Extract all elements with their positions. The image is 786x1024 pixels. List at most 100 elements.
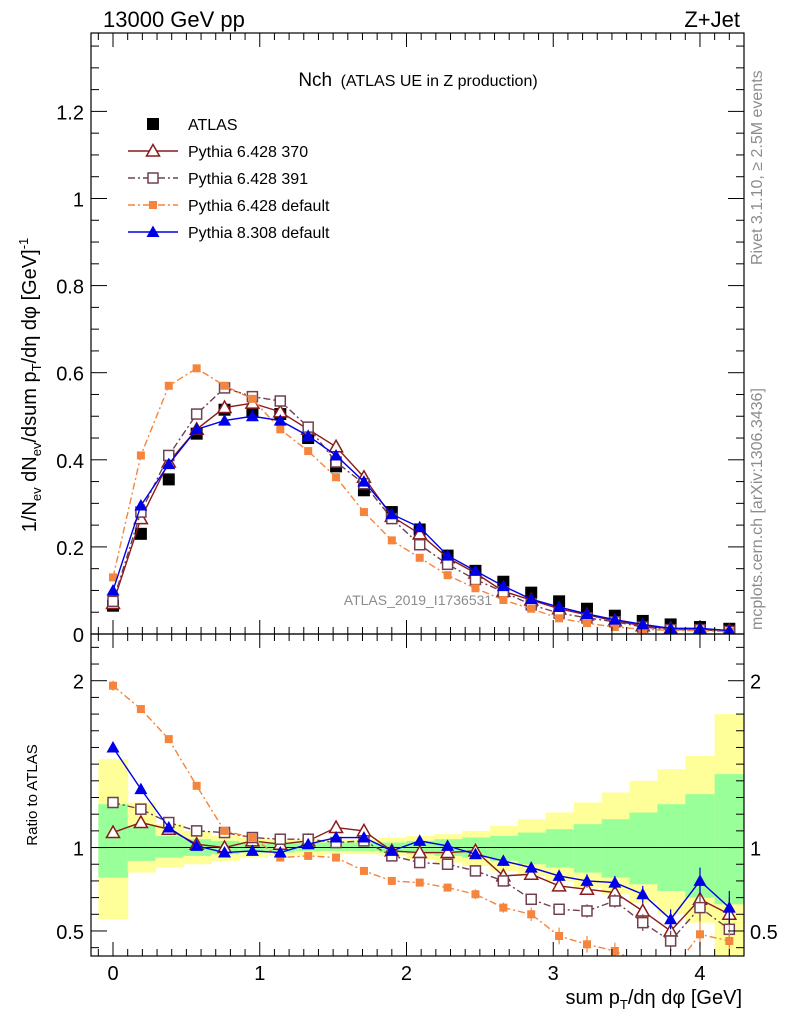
main-point-pythia-6-428-default	[387, 536, 396, 545]
main-y-tick-label: 0	[73, 625, 84, 647]
ratio-point-pythia-8-308-default	[636, 887, 650, 900]
ratio-point-pythia-6-428-391	[609, 895, 621, 907]
ratio-point-pythia-6-428-default	[499, 903, 508, 912]
x-tick-label: 2	[401, 963, 412, 985]
legend-label-atlas: ATLAS	[188, 117, 238, 134]
ratio-plot-frame	[90, 633, 745, 957]
rivet-version-label: Rivet 3.1.10, ≥ 2.5M events	[749, 70, 766, 265]
ratio-point-pythia-6-428-391	[107, 796, 119, 809]
ratio-point-pythia-6-428-default	[527, 910, 536, 919]
plot-title-main: Nch	[298, 70, 332, 91]
ratio-point-pythia-6-428-391	[274, 833, 287, 845]
main-point-pythia-6-428-default	[304, 447, 313, 456]
main-point-pythia-8-308-default	[385, 507, 399, 520]
energy-label: 13000 GeV pp	[103, 7, 245, 32]
x-tick-label: 4	[694, 963, 705, 985]
main-point-pythia-8-308-default	[134, 499, 148, 511]
legend-marker-pythia-6-428-default	[149, 201, 157, 209]
ratio-point-pythia-6-428-default	[610, 946, 619, 955]
ratio-point-pythia-6-428-391	[636, 916, 649, 929]
ratio-y-tick-label-right: 0.5	[750, 922, 778, 944]
main-point-pythia-8-308-default	[357, 475, 371, 487]
legend-marker-pythia-6-428-370	[145, 142, 161, 157]
main-y-tick-label: 0.4	[56, 451, 84, 473]
ratio-point-pythia-6-428-391	[664, 935, 677, 947]
main-point-pythia-8-308-default	[413, 520, 427, 533]
main-point-pythia-6-428-370	[133, 510, 149, 525]
main-point-pythia-6-428-default	[415, 553, 424, 562]
ratio-point-pythia-8-308-default	[106, 740, 120, 753]
main-point-pythia-8-308-default	[162, 457, 176, 470]
ratio-band-stat	[545, 829, 575, 868]
ratio-point-pythia-6-428-default	[415, 878, 424, 887]
ratio-point-pythia-6-428-391	[581, 905, 593, 917]
main-point-pythia-8-308-default	[245, 409, 259, 422]
ytitle-sub: ev	[29, 442, 44, 456]
ratio-point-pythia-8-308-default	[385, 844, 399, 856]
ratio-point-pythia-8-308-default	[693, 874, 707, 886]
ratio-y-axis-title: Ratio to ATLAS	[24, 744, 41, 845]
ratio-point-pythia-6-428-default	[332, 853, 341, 862]
ratio-point-pythia-6-428-default	[109, 681, 118, 690]
ratio-point-pythia-6-428-391	[469, 865, 482, 877]
ratio-band-stat	[714, 774, 744, 905]
main-point-pythia-6-428-default	[555, 614, 564, 623]
ratio-point-pythia-8-308-default	[273, 846, 287, 858]
ratio-point-pythia-6-428-370	[551, 877, 567, 892]
ratio-point-pythia-6-428-391	[135, 803, 147, 815]
ratio-point-pythia-8-308-default	[580, 874, 594, 886]
legend-label-pythia-6-428-default: Pythia 6.428 default	[188, 198, 330, 215]
x-tick-label: 1	[254, 963, 265, 985]
main-point-pythia-6-428-default	[136, 451, 145, 460]
ratio-point-pythia-6-428-default	[555, 931, 564, 940]
ratio-point-pythia-8-308-default	[496, 854, 510, 866]
ratio-point-pythia-6-428-default	[276, 853, 285, 862]
main-y-tick-label: 0.2	[56, 538, 84, 560]
main-point-pythia-8-308-default	[273, 414, 287, 426]
ratio-point-pythia-6-428-370	[579, 881, 595, 896]
main-point-pythia-8-308-default	[552, 600, 566, 612]
ratio-y-tick-label-right: 2	[750, 672, 761, 694]
ratio-point-pythia-6-428-391	[553, 903, 565, 916]
main-point-pythia-6-428-391	[441, 558, 454, 571]
legend-marker-atlas	[147, 118, 159, 130]
ratio-point-pythia-6-428-default	[304, 851, 313, 860]
main-point-pythia-6-428-391	[413, 538, 426, 551]
legend-marker-pythia-8-308-default	[146, 225, 160, 237]
main-line-pythia-6-428-391	[112, 387, 730, 633]
main-point-pythia-8-308-default	[190, 422, 204, 435]
legend-label-pythia-6-428-370: Pythia 6.428 370	[188, 144, 308, 161]
legend: ATLAS Pythia 6.428 370 Pythia 6.428 391 Pyt…	[128, 117, 330, 242]
ratio-point-pythia-6-428-default	[639, 960, 647, 968]
x-tick-label: 0	[107, 963, 118, 985]
ratio-point-pythia-6-428-370	[634, 902, 651, 917]
mcplots-label: mcplots.cern.ch [arXiv:1306.3436]	[749, 388, 766, 630]
main-point-pythia-6-428-default	[164, 381, 173, 390]
ytitle-sub: ev	[29, 487, 44, 501]
main-point-pythia-6-428-370	[216, 399, 233, 414]
main-point-pythia-6-428-default	[220, 381, 229, 390]
ratio-point-pythia-8-308-default	[413, 834, 427, 846]
xtitle-sub: T	[620, 997, 628, 1012]
ratio-point-pythia-6-428-391	[497, 875, 510, 887]
ratio-band-stat	[629, 812, 658, 885]
ratio-point-pythia-8-308-default	[301, 837, 315, 850]
ratio-point-pythia-8-308-default	[218, 846, 232, 858]
ratio-band-stat	[98, 804, 129, 878]
ratio-point-pythia-6-428-default	[136, 705, 145, 714]
ratio-band-stat	[601, 819, 631, 878]
ratio-point-pythia-8-308-default	[664, 912, 678, 925]
main-point-pythia-6-428-default	[109, 573, 118, 582]
main-point-pythia-8-308-default	[301, 429, 315, 441]
ratio-y-tick-label-right: 1	[750, 839, 761, 861]
xtitle-part: /dη dφ [GeV]	[628, 987, 742, 1009]
ytitle-part: /dη dφ [GeV]	[19, 249, 41, 363]
ratio-point-pythia-8-308-default	[245, 844, 259, 856]
ratio-band-stat	[518, 832, 547, 865]
main-point-pythia-6-428-default	[248, 394, 257, 403]
main-y-axis-title: 1/Nev dNev/dsum pT/dη dφ [GeV]-1	[16, 238, 44, 533]
main-point-pythia-8-308-default	[636, 617, 650, 630]
ratio-point-pythia-6-428-default	[725, 936, 734, 945]
main-point-pythia-6-428-391	[274, 395, 287, 407]
analysis-watermark: ATLAS_2019_I1736531	[344, 592, 493, 608]
